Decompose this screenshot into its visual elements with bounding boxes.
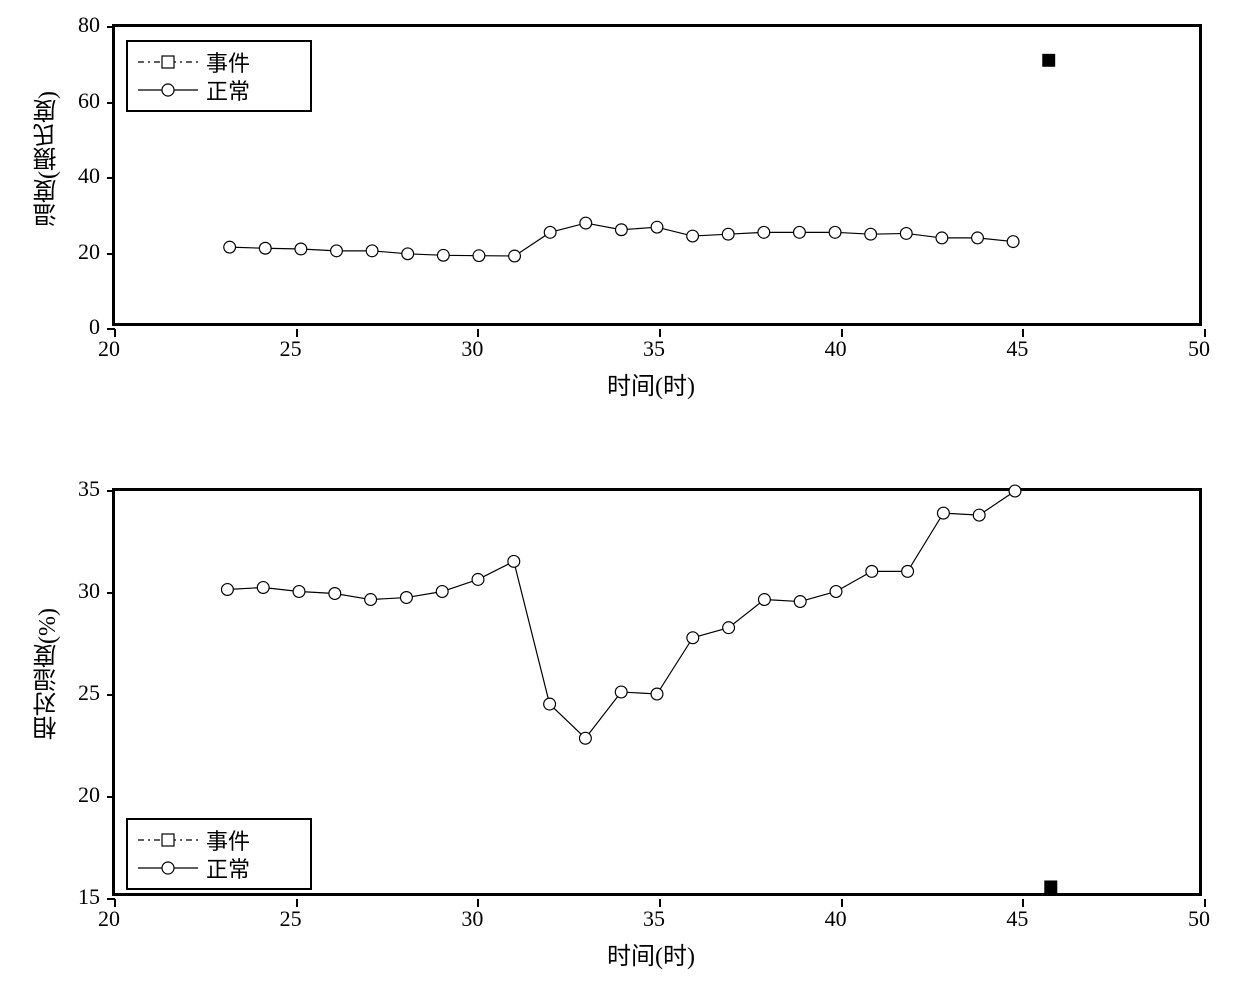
legend-item: 正常 [138,76,300,104]
xtick-label: 30 [461,906,483,932]
ylabel-2: 相对湿度(%) [30,608,65,740]
legend-item: 事件 [138,826,300,854]
xtick-label: 35 [643,336,665,362]
ytick-label: 25 [78,680,100,706]
xtick-label: 30 [461,336,483,362]
ytick-label: 60 [78,88,100,114]
xtick-label: 50 [1188,336,1210,362]
xtick-label: 25 [280,906,302,932]
xtick-label: 45 [1006,906,1028,932]
ytick-label: 20 [78,239,100,265]
xtick-label: 35 [643,906,665,932]
legend-item: 正常 [138,854,300,882]
ytick-label: 35 [78,476,100,502]
xtick-label: 50 [1188,906,1210,932]
legend-label: 正常 [206,74,250,106]
legend-item: 事件 [138,48,300,76]
xtick-label: 45 [1006,336,1028,362]
ylabel-1: 温度(摄氏度) [30,91,65,227]
xlabel-2: 时间(时) [607,936,695,971]
ytick-label: 80 [78,12,100,38]
xlabel-1: 时间(时) [607,366,695,401]
xtick-label: 40 [825,906,847,932]
legend-label: 正常 [206,852,250,884]
xtick-label: 25 [280,336,302,362]
ytick-label: 15 [78,884,100,910]
ytick-label: 40 [78,163,100,189]
legend-2: 事件正常 [126,818,312,890]
ytick-label: 0 [89,314,100,340]
xtick-label: 20 [98,906,120,932]
ytick-label: 20 [78,782,100,808]
xtick-label: 40 [825,336,847,362]
ytick-label: 30 [78,578,100,604]
xtick-label: 20 [98,336,120,362]
legend-1: 事件正常 [126,40,312,112]
